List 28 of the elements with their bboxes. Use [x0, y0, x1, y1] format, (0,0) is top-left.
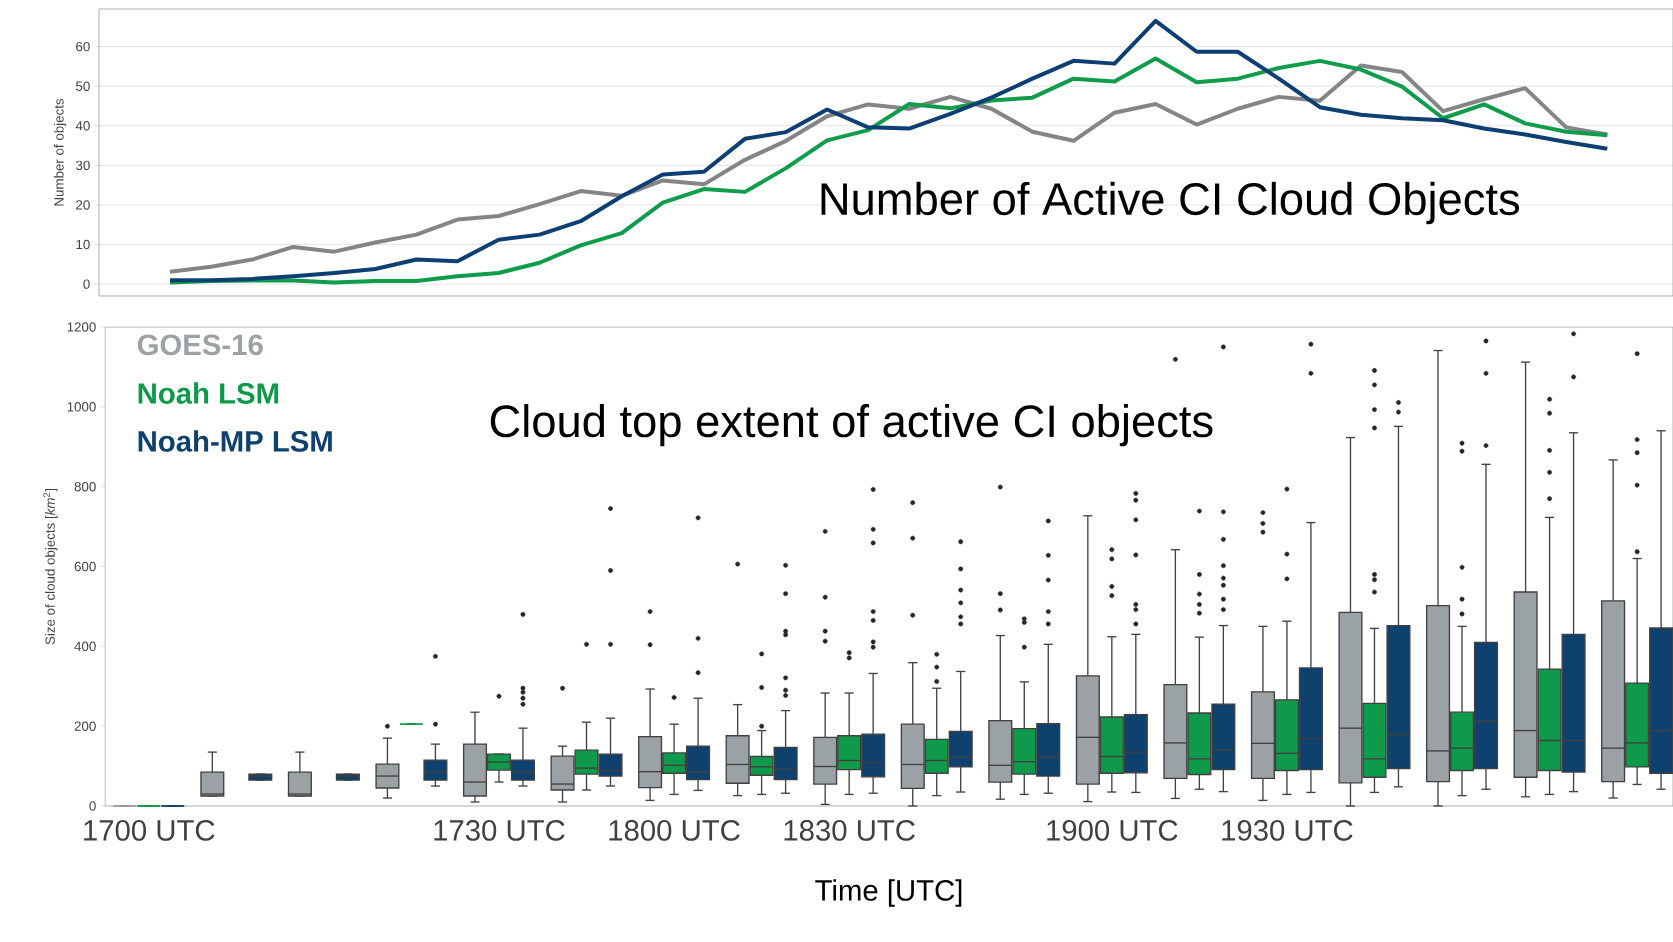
y-tick-label: 0	[89, 801, 96, 811]
y-tick-label: 800	[74, 481, 96, 492]
x-tick-label: 1900 UTC	[1047, 820, 1178, 841]
y-tick-label: 200	[74, 721, 96, 731]
x-axis-title: Time [UTC]	[815, 879, 962, 907]
x-tick-label: 1730 UTC	[434, 820, 565, 841]
y-tick-label: 10	[76, 239, 90, 250]
y-tick-label: 60	[76, 41, 90, 52]
text: Number of Active CI Cloud Objects	[821, 181, 1520, 225]
y-tick-label: 0	[83, 279, 90, 289]
y-tick-label: 20	[76, 200, 90, 210]
x-tick-label: 1700 UTC	[84, 820, 215, 841]
y-tick-label: 1000	[67, 402, 96, 412]
y-tick-label: 400	[74, 641, 96, 652]
x-tick-label: 1830 UTC	[784, 820, 915, 841]
y-tick-label: 50	[76, 81, 90, 91]
text: Cloud top extent of active CI objects	[490, 404, 1213, 447]
text: Noah-MP LSM	[138, 430, 332, 452]
y-tick-label: 40	[75, 121, 90, 131]
text: GOES-16	[137, 334, 263, 356]
y-tick-label: 30	[75, 160, 90, 171]
y-tick-label: 1200	[67, 322, 96, 332]
y-axis-title: Number of objects	[53, 98, 67, 206]
x-tick-label: 1930 UTC	[1222, 820, 1353, 841]
y-axis-title: Size of cloud objects [km$^{2}$]	[43, 488, 58, 645]
y-tick-label: 600	[74, 561, 96, 572]
x-tick-label: 1800 UTC	[609, 820, 740, 841]
text: Noah LSM	[138, 382, 279, 404]
